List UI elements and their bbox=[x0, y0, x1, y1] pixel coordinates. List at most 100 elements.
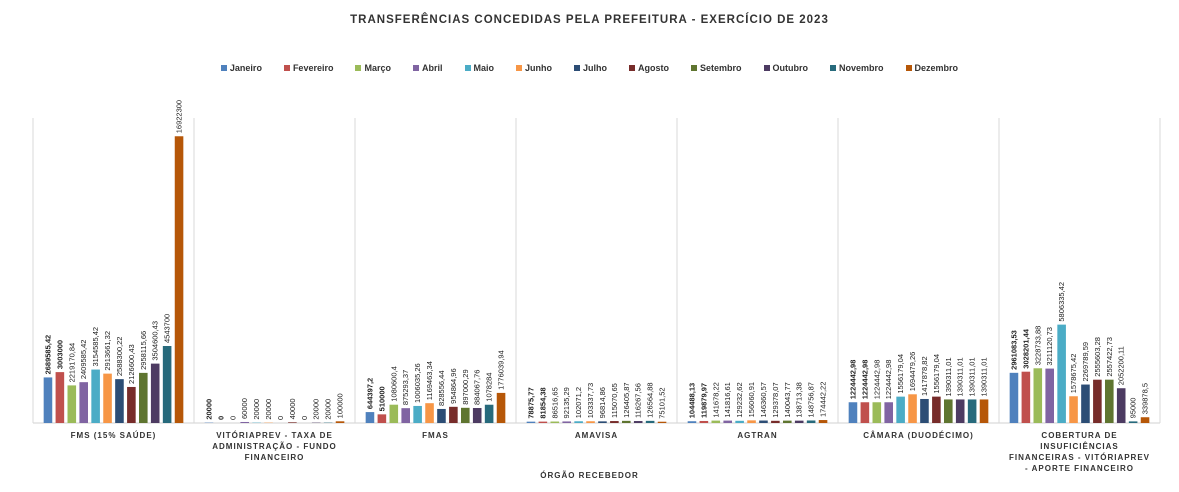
value-label: 1390311,01 bbox=[980, 357, 989, 396]
bar bbox=[1105, 379, 1114, 423]
legend-item: Junho bbox=[516, 63, 552, 73]
value-label: 1390311,01 bbox=[944, 357, 953, 396]
value-label: 20000 bbox=[252, 399, 261, 420]
bar bbox=[633, 421, 643, 423]
bar bbox=[55, 372, 65, 423]
legend-swatch bbox=[220, 65, 227, 71]
bar bbox=[806, 420, 816, 423]
bar bbox=[735, 420, 744, 423]
bar bbox=[174, 136, 184, 423]
legend-swatch bbox=[355, 65, 362, 71]
legend-label: Setembro bbox=[700, 63, 742, 73]
legend-label: Agosto bbox=[638, 63, 670, 73]
value-label: 16922300 bbox=[175, 100, 184, 133]
x-axis-label: ÓRGÃO RECEBEDOR bbox=[540, 471, 639, 480]
value-label: 3211120,73 bbox=[1045, 327, 1054, 366]
value-label: 3003000 bbox=[55, 340, 64, 369]
value-label: 96814,86 bbox=[598, 387, 607, 418]
bar bbox=[377, 414, 387, 423]
x-tick-label: AMAVISA bbox=[574, 431, 619, 440]
value-label: 100000 bbox=[336, 393, 345, 418]
bar bbox=[139, 372, 148, 423]
bar bbox=[365, 412, 375, 423]
bar bbox=[103, 373, 112, 423]
legend-item: Novembro bbox=[830, 63, 884, 73]
bar bbox=[538, 421, 548, 423]
value-label: 148756,87 bbox=[807, 382, 816, 417]
bar bbox=[43, 377, 53, 423]
legend-label: Junho bbox=[525, 63, 553, 73]
value-label: 828556,44 bbox=[437, 371, 446, 406]
legend-item: Janeiro bbox=[220, 63, 262, 73]
value-label: 2126600,43 bbox=[127, 344, 136, 384]
legend-label: Abril bbox=[421, 63, 443, 73]
value-label: 146360,57 bbox=[759, 382, 768, 417]
bar bbox=[1057, 324, 1066, 423]
bar bbox=[645, 420, 655, 423]
bar bbox=[526, 421, 536, 423]
legend-swatch bbox=[629, 65, 636, 71]
value-label: 174442,22 bbox=[819, 382, 828, 417]
value-label: 5806335,42 bbox=[1057, 282, 1066, 322]
value-label: 1776039,94 bbox=[497, 350, 506, 390]
legend-swatch bbox=[905, 65, 912, 71]
legend-label: Março bbox=[364, 63, 391, 73]
x-tick-label: VITÓRIAPREV - TAXA DE ADMINISTRAÇÃO - FU… bbox=[212, 431, 337, 462]
value-label: 0 bbox=[300, 416, 309, 420]
x-tick-label: AGTRAN bbox=[737, 431, 778, 440]
bar bbox=[699, 420, 709, 423]
value-label: 2689585,42 bbox=[43, 335, 52, 375]
value-label: 884067,76 bbox=[473, 370, 482, 405]
value-label: 954864,96 bbox=[449, 368, 458, 403]
bar bbox=[461, 407, 470, 423]
value-label: 1556179,04 bbox=[932, 354, 941, 394]
legend-label: Janeiro bbox=[229, 63, 262, 73]
value-label: 1078284 bbox=[485, 373, 494, 402]
value-label: 2555603,28 bbox=[1093, 337, 1102, 377]
legend: Janeiro Fevereiro Março Abril Maio Junho Julho… bbox=[0, 63, 1179, 73]
bar bbox=[610, 421, 619, 423]
value-label: 95000 bbox=[1129, 398, 1138, 419]
value-label: 102071,2 bbox=[574, 387, 583, 418]
bar bbox=[1021, 371, 1031, 423]
bar bbox=[401, 408, 410, 423]
bar bbox=[150, 363, 160, 423]
bar bbox=[389, 404, 399, 423]
legend-item: Março bbox=[355, 63, 391, 73]
legend-swatch bbox=[412, 65, 419, 71]
value-label: 1556179,04 bbox=[896, 354, 905, 394]
legend-item: Maio bbox=[464, 63, 494, 73]
value-label: 92135,29 bbox=[562, 387, 571, 418]
value-label: 2961083,53 bbox=[1009, 330, 1018, 370]
value-label: 1224442,98 bbox=[860, 360, 869, 400]
value-label: 2052200,11 bbox=[1117, 346, 1126, 385]
bar bbox=[79, 382, 88, 423]
bar bbox=[562, 421, 571, 423]
value-label: 897000,29 bbox=[461, 369, 470, 404]
value-label: 1169463,34 bbox=[425, 361, 434, 400]
value-label: 75101,52 bbox=[658, 387, 667, 418]
legend-item: Abril bbox=[412, 63, 443, 73]
value-label: 78875,77 bbox=[526, 387, 535, 418]
value-label: 2588300,22 bbox=[115, 337, 124, 377]
value-label: 2557422,73 bbox=[1105, 337, 1114, 377]
value-label: 126405,87 bbox=[622, 382, 631, 417]
value-label: 0 bbox=[216, 416, 225, 420]
legend-swatch bbox=[763, 65, 770, 71]
value-label: 1224442,98 bbox=[848, 360, 857, 400]
bar bbox=[288, 422, 297, 423]
bar bbox=[818, 420, 828, 423]
bar bbox=[1033, 368, 1043, 423]
bar bbox=[794, 420, 804, 423]
bar bbox=[687, 421, 697, 423]
bar bbox=[335, 421, 345, 423]
value-label: 81854,38 bbox=[538, 387, 547, 418]
legend-item: Fevereiro bbox=[283, 63, 333, 73]
bar bbox=[920, 398, 929, 423]
value-label: 3154585,42 bbox=[91, 327, 100, 367]
bar bbox=[979, 399, 989, 423]
x-tick-label: COBERTURA DE INSUFICIÊNCIAS FINANCEIRAS … bbox=[1009, 431, 1151, 473]
legend-label: Julho bbox=[583, 63, 608, 73]
value-label: 138713,38 bbox=[795, 382, 804, 417]
